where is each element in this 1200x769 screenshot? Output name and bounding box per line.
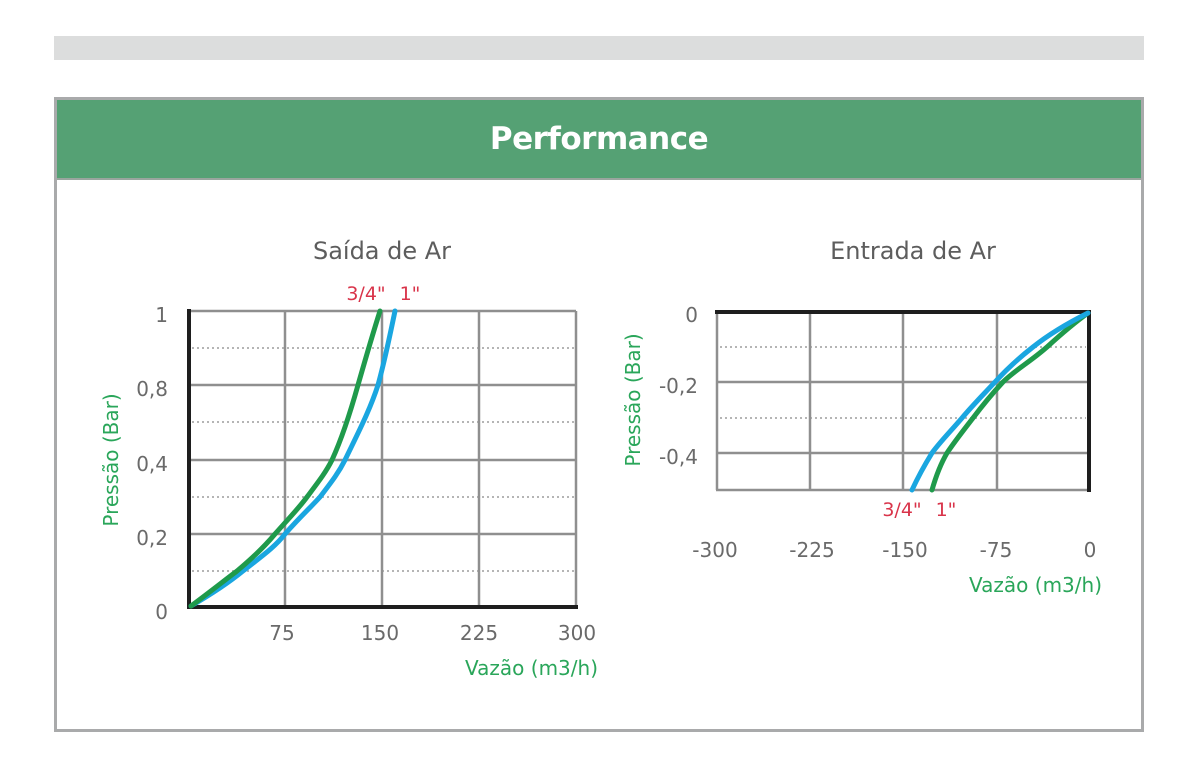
size-label-1: 1": [936, 499, 957, 521]
x-tick: -225: [789, 538, 834, 562]
x-tick: -300: [692, 538, 737, 562]
chart-entrada-de-ar: Entrada de Ar 0 -0,2 -0,4 -300 -225 -150…: [621, 237, 1102, 597]
major-grid: [715, 311, 1089, 492]
x-tick: -150: [882, 538, 927, 562]
size-label-3-4: 3/4": [346, 283, 385, 305]
y-tick: -0,2: [659, 374, 698, 398]
x-axis-label: Vazão (m3/h): [465, 656, 598, 680]
size-label-1: 1": [400, 283, 421, 305]
curve-1-inch: [188, 308, 398, 609]
axes: [715, 310, 1091, 492]
size-label-3-4: 3/4": [882, 499, 921, 521]
curve-3-4-inch: [909, 310, 1091, 493]
x-tick: 0: [1084, 538, 1097, 562]
x-tick: 75: [269, 621, 294, 645]
panel-header: Performance: [57, 100, 1141, 180]
y-tick: 1: [155, 303, 168, 327]
curve-3-4-inch: [188, 308, 383, 609]
curve-1-inch: [929, 310, 1091, 493]
y-axis-label: Pressão (Bar): [621, 333, 645, 466]
x-tick: 225: [460, 621, 498, 645]
y-tick: -0,4: [659, 445, 698, 469]
y-axis-label: Pressão (Bar): [99, 393, 123, 526]
y-tick: 0,4: [136, 452, 168, 476]
y-tick: 0: [155, 600, 168, 624]
x-tick: 300: [558, 621, 596, 645]
y-tick: 0: [685, 303, 698, 327]
x-axis-label: Vazão (m3/h): [969, 573, 1102, 597]
x-tick: -75: [980, 538, 1013, 562]
x-tick: 150: [361, 621, 399, 645]
y-tick: 0,8: [136, 377, 168, 401]
chart-saida-de-ar: Saída de Ar 1 0,8 0,4: [99, 237, 598, 680]
y-tick: 0,2: [136, 526, 168, 550]
panel-title: Performance: [489, 121, 709, 157]
chart-title: Saída de Ar: [313, 237, 451, 265]
minor-grid: [720, 346, 1086, 419]
top-gray-bar: [54, 36, 1144, 60]
axes: [187, 309, 578, 609]
chart-title: Entrada de Ar: [830, 237, 996, 265]
